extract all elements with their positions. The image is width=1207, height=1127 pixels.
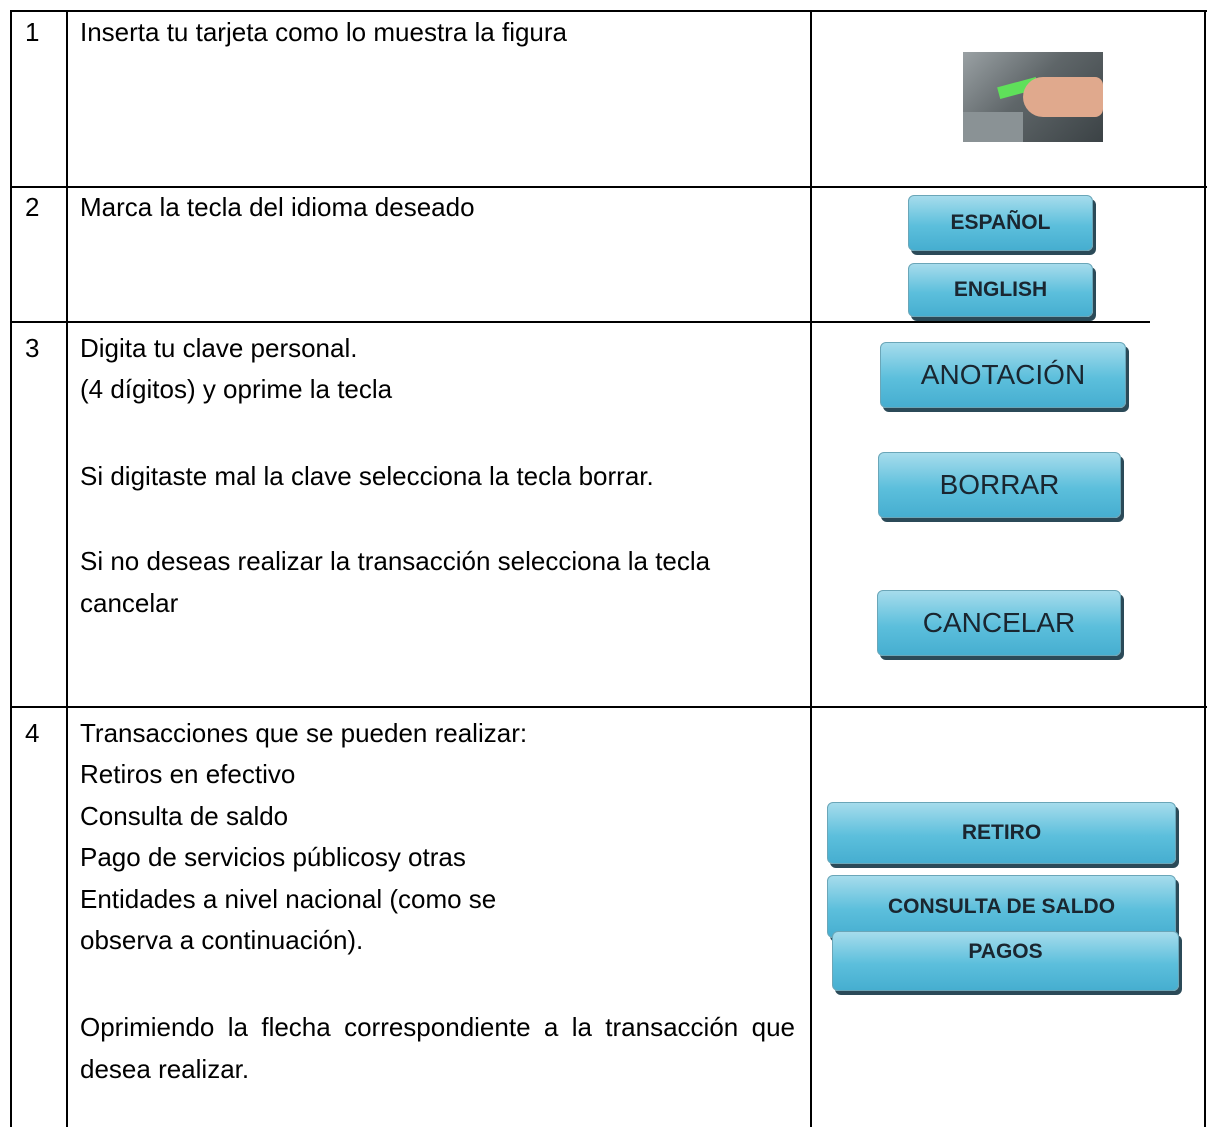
text: Digita tu clave personal. (80, 333, 358, 363)
text: Entidades a nivel nacional (como se (80, 884, 497, 914)
text: Si no deseas realizar la transacción sel… (80, 546, 711, 618)
text: Transacciones que se pueden realizar: (80, 718, 528, 748)
button: RETIRO (827, 802, 1176, 864)
row-number: 3 (25, 333, 40, 363)
border (1204, 10, 1206, 1127)
button: ANOTACIÓN (880, 342, 1126, 408)
button: BORRAR (878, 452, 1121, 518)
row-number: 2 (25, 192, 40, 222)
card-image (963, 52, 1103, 142)
text: Inserta tu tarjeta como lo muestra la fi… (80, 17, 568, 47)
button: ESPAÑOL (908, 195, 1093, 251)
border (66, 10, 68, 1127)
button: ENGLISH (908, 263, 1093, 317)
border (10, 321, 1150, 323)
row-number: 4 (25, 718, 40, 748)
text: (4 dígitos) y oprime la tecla (80, 374, 393, 404)
text: Consulta de saldo (80, 801, 289, 831)
button: CONSULTA DE SALDO (827, 875, 1176, 938)
border (10, 706, 1207, 708)
text: observa a continuación). (80, 925, 364, 955)
row-number: 1 (25, 17, 40, 47)
border (10, 10, 1207, 12)
border (10, 186, 1207, 188)
text: Pago de servicios públicosy otras (80, 842, 466, 872)
text: Retiros en efectivo (80, 759, 296, 789)
button: CANCELAR (877, 590, 1121, 656)
border (10, 10, 12, 1127)
text: Si digitaste mal la clave selecciona la … (80, 461, 654, 491)
text: Oprimiendo la flecha correspondiente a l… (80, 1012, 795, 1084)
border (810, 10, 812, 1127)
button: PAGOS (832, 931, 1179, 991)
text: Marca la tecla del idioma deseado (80, 192, 475, 222)
